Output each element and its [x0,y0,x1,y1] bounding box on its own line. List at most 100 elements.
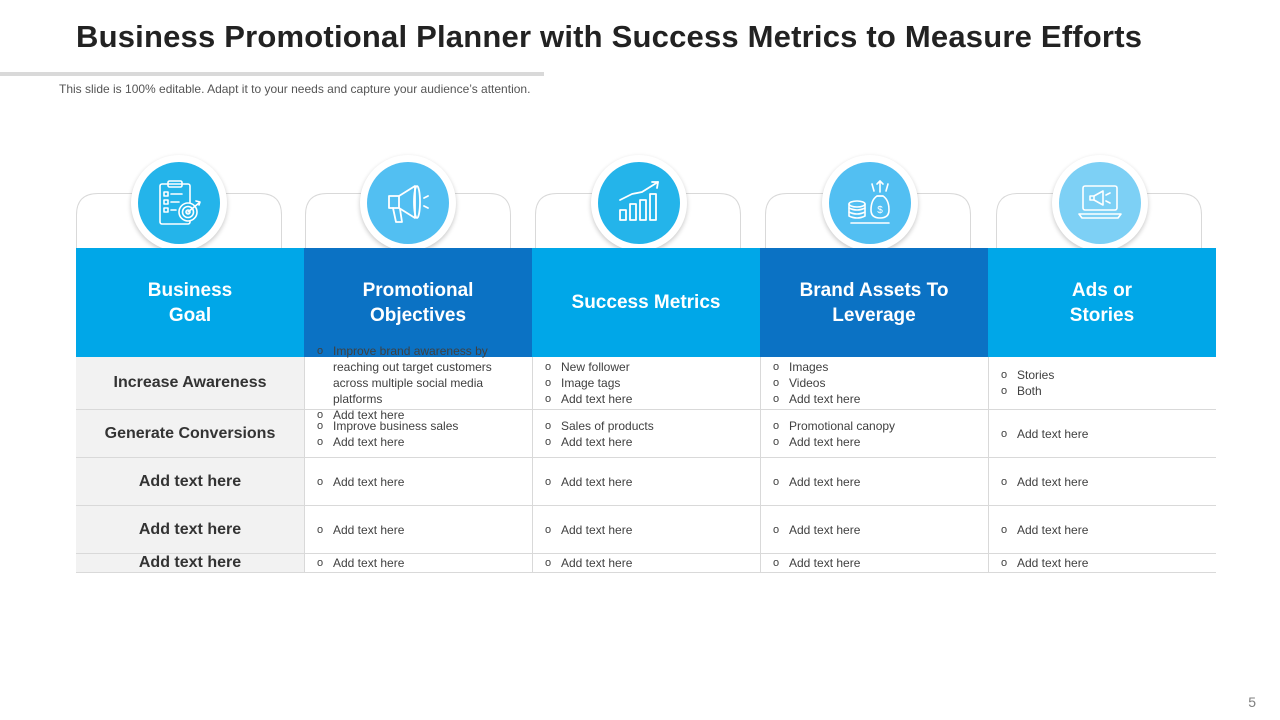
bullet: o [545,361,552,373]
table-cell: o Add text here [304,458,532,506]
list-item: o Add text here [317,474,405,489]
list-item: o Add text here [773,474,861,489]
list-item: o Add text here [773,556,861,570]
list-item: o Add text here [317,556,405,570]
icon-circle-4: $ [829,162,911,244]
header-ads-or-stories: Ads or Stories [988,248,1216,357]
table-cell: o Sales of products o Add text here [532,410,760,458]
icon-circle-2 [367,162,449,244]
page-number: 5 [1248,694,1256,710]
bullet: o [773,557,780,569]
megaphone-icon [388,185,429,223]
bullet: o [1001,427,1008,440]
bullet: o [317,435,324,448]
slide-subtitle: This slide is 100% editable. Adapt it to… [59,82,531,96]
bullet: o [545,377,552,389]
list-item: o Both [1001,384,1042,398]
list-item: o Sales of products [545,418,654,433]
coins-money-bag-icon: $ [848,180,890,224]
row-label-4: Add text here [76,506,304,554]
table-cell: o Add text here [988,506,1216,554]
table-cell: o Improve business sales o Add text here [304,410,532,458]
bullet: o [317,557,324,569]
bullet: o [773,377,780,389]
table-cell: o Add text here [988,554,1216,573]
row-label-5: Add text here [76,554,304,573]
header-promotional-objectives: Promotional Objectives [304,248,532,357]
bullet: o [545,475,552,488]
list-item: o Add text here [773,522,861,537]
table-cell: o Add text here [760,554,988,573]
list-item: o Add text here [1001,474,1089,489]
slide-title: Business Promotional Planner with Succes… [76,19,1143,54]
list-item: o Add text here [545,522,633,537]
list-item: o Add text here [545,556,633,570]
list-item: o Add text here [545,474,633,489]
laptop-ad-icon [1078,185,1122,219]
bullet: o [773,419,780,432]
table-cell: o Add text here [760,458,988,506]
bullet: o [1001,369,1008,381]
row-label-3: Add text here [76,458,304,506]
table-cell: o Improve brand awareness by reaching out… [304,344,532,422]
list-item: o Add text here [545,392,633,406]
bullet: o [545,557,552,569]
table-cell: o Add text here [988,410,1216,458]
table-cell: o Add text here [760,506,988,554]
bullet: o [773,435,780,448]
title-underline [0,72,544,76]
list-item: o Add text here [773,434,861,449]
bullet: o [1001,385,1008,397]
table-cell: o Add text here [988,458,1216,506]
bullet: o [545,435,552,448]
bullet: o [545,419,552,432]
list-item: o Add text here [317,434,405,449]
icon-badge-2 [360,155,456,251]
list-item: o Improve business sales [317,418,459,433]
icon-badge-5 [1052,155,1148,251]
icon-badge-1 [131,155,227,251]
list-item: o Add text here [1001,556,1089,570]
table-cell: o Add text here [304,506,532,554]
bullet: o [1001,523,1008,536]
list-item: o Add text here [317,522,405,537]
icon-circle-5 [1059,162,1141,244]
bullet: o [773,475,780,488]
bullet: o [317,475,324,488]
bullet: o [317,419,324,432]
list-item: o Improve brand awareness by reaching out… [317,344,492,406]
list-item: o New follower [545,360,630,374]
table-cell: o Stories o Both [988,357,1216,410]
bullet: o [545,523,552,536]
row-label-2: Generate Conversions [76,410,304,458]
planner-table: Business Goal Promotional Objectives Suc… [76,248,1216,573]
icon-circle-3 [598,162,680,244]
list-item: o Image tags [545,376,621,390]
list-item: o Add text here [1001,426,1089,441]
bullet: o [1001,557,1008,569]
list-item: o Add text here [545,434,633,449]
list-item: o Images [773,360,829,374]
icon-badge-3 [591,155,687,251]
bullet: o [773,523,780,536]
bullet: o [317,523,324,536]
header-success-metrics: Success Metrics [532,248,760,357]
bullet: o [317,345,324,357]
svg-text:$: $ [877,205,883,216]
list-item: o Add text here [1001,522,1089,537]
bullet: o [773,361,780,373]
table-cell: o Add text here [532,458,760,506]
target-checklist-icon [159,180,201,225]
growth-chart-icon [619,181,659,221]
table-cell: o Images o Videos o Add text here [760,357,988,410]
list-item: o Add text here [773,392,861,406]
table-cell: o Add text here [304,554,532,573]
table-cell: o Add text here [532,554,760,573]
header-business-goal: Business Goal [76,248,304,357]
table-cell: o Promotional canopy o Add text here [760,410,988,458]
list-item: o Promotional canopy [773,418,896,433]
icon-circle-1 [138,162,220,244]
icon-badge-4: $ [822,155,918,251]
row-label-1: Increase Awareness [76,357,304,410]
list-item: o Videos [773,376,826,390]
